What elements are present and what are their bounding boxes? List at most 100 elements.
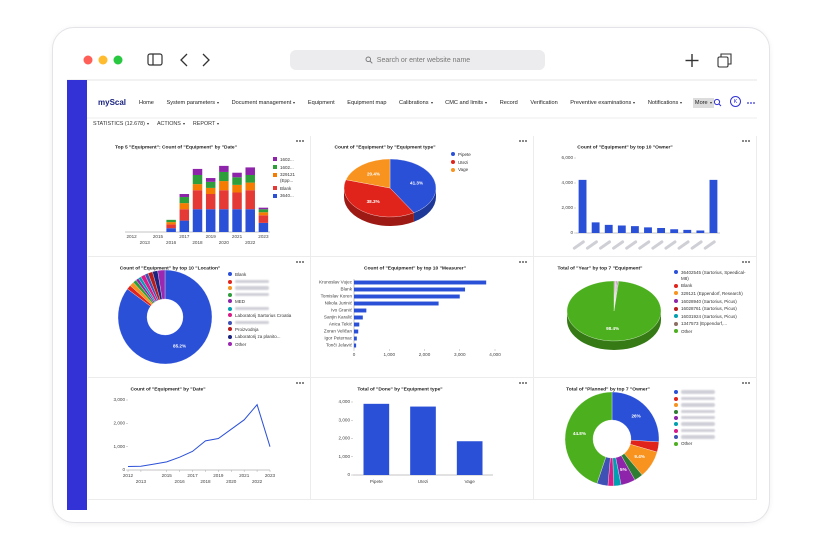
panel-menu[interactable] [296, 261, 298, 263]
legend-item[interactable] [228, 306, 306, 311]
user-avatar[interactable]: K [730, 96, 741, 107]
toolbar-menu[interactable]: STATISTICS (12.678) [93, 121, 149, 127]
toolbar-menu[interactable]: REPORT [193, 121, 220, 127]
value-label: 5% [620, 467, 627, 472]
y-tick-label: Sanjin Karalić [324, 315, 353, 320]
legend-item[interactable] [228, 286, 306, 291]
toolbar-menu[interactable]: ACTIONS [157, 121, 185, 127]
tabs-button[interactable] [717, 53, 732, 68]
legend-item[interactable] [674, 403, 752, 408]
panel-menu[interactable] [525, 382, 527, 384]
legend-item[interactable]: 1347573 (Eppendorf,... [674, 321, 752, 327]
nav-item[interactable]: Equipment map [345, 98, 388, 108]
search-icon[interactable] [713, 98, 722, 107]
nav-item[interactable]: Document management [230, 98, 298, 108]
legend-item[interactable]: Blank [228, 272, 306, 278]
legend-item[interactable]: Proizvodnja [228, 327, 306, 333]
legend-item[interactable] [228, 292, 306, 297]
nav-item[interactable]: Record [498, 98, 520, 108]
panel-menu[interactable] [302, 382, 304, 384]
legend-item[interactable]: Other [674, 329, 752, 335]
panel-menu[interactable] [296, 140, 298, 142]
legend-item[interactable]: Other [674, 441, 752, 447]
legend-item[interactable]: Blank [674, 283, 752, 289]
nav-item[interactable]: Verification [528, 98, 559, 108]
chart-panel: Total of "Planned" by top 7 "Owner" 26% 9.… [534, 378, 757, 500]
new-tab-button[interactable] [685, 54, 699, 67]
legend-item[interactable]: 16028940 (Sartorius, Picus) [674, 299, 752, 305]
legend-item[interactable]: 16031924 (Sartorius, Picus) [674, 314, 752, 320]
legend-item[interactable]: 3640... [273, 193, 309, 199]
panel-menu[interactable] [742, 140, 744, 142]
nav-item[interactable]: Calibrations [397, 98, 435, 108]
legend-item[interactable] [674, 390, 752, 395]
panel-menu[interactable] [745, 382, 747, 384]
nav-item[interactable]: Equipment [306, 98, 337, 108]
legend-item[interactable]: 329121 (Eppendorf, Research) [674, 291, 752, 297]
legend-item[interactable] [674, 396, 752, 401]
legend-item[interactable]: MED [228, 299, 306, 305]
bar-segment [245, 190, 255, 210]
panel-menu[interactable] [745, 140, 747, 142]
nav-item[interactable]: CMC and limits [443, 98, 489, 108]
panel-menu[interactable] [299, 261, 301, 263]
bar-segment [219, 171, 229, 182]
nav-item[interactable]: More [692, 98, 714, 108]
nav-item[interactable]: Notifications [646, 98, 684, 108]
panel-menu[interactable] [299, 140, 301, 142]
legend-item[interactable]: 36402545 (Sartorius, Speedical-M8) [674, 270, 752, 281]
nav-item[interactable]: Home [137, 98, 156, 108]
legend-item[interactable]: Utezi [451, 160, 511, 166]
panel-menu[interactable] [302, 140, 304, 142]
panel-menu[interactable] [742, 382, 744, 384]
legend-item[interactable]: Laboratorij Sartorius Croatia [228, 313, 306, 319]
panel-menu[interactable] [525, 140, 527, 142]
back-button[interactable] [180, 53, 188, 67]
legend-item[interactable]: Blank [273, 186, 309, 192]
panel-menu[interactable] [519, 140, 521, 142]
legend-item[interactable] [674, 428, 752, 433]
legend-item[interactable]: 1602... [273, 157, 309, 163]
panel-menu[interactable] [525, 261, 527, 263]
legend-item[interactable] [674, 415, 752, 420]
close-button[interactable] [83, 55, 93, 65]
panel-menu[interactable] [748, 382, 750, 384]
maximize-button[interactable] [113, 55, 123, 65]
address-bar[interactable]: Search or enter website name [290, 50, 545, 70]
legend-item[interactable]: 16028761 (Sartorius, Picus) [674, 306, 752, 312]
legend-item[interactable] [674, 409, 752, 414]
nav-item[interactable]: Preventive examinations [568, 98, 637, 108]
sidebar-toggle[interactable] [147, 53, 163, 66]
panel-menu[interactable] [299, 382, 301, 384]
bar-segment [258, 212, 269, 216]
logo[interactable]: myScal [98, 98, 127, 107]
legend-label: Other [235, 342, 247, 348]
legend-item[interactable]: Laboratorij za planito... [228, 334, 306, 340]
panel-menu[interactable] [296, 382, 298, 384]
panel-menu[interactable] [748, 261, 750, 263]
panel-menu[interactable] [742, 261, 744, 263]
legend-swatch [674, 321, 678, 326]
legend-item[interactable]: Other [228, 342, 306, 348]
legend-item[interactable]: Vage [451, 167, 511, 173]
panel-menu[interactable] [302, 261, 304, 263]
more-menu[interactable] [747, 102, 755, 104]
legend-item[interactable]: Pipete [451, 152, 511, 158]
nav-item[interactable]: System parameters [165, 98, 222, 108]
panel-menu[interactable] [522, 261, 524, 263]
legend-item[interactable] [228, 280, 306, 285]
legend-item[interactable]: 329121 (Epp... [273, 172, 309, 183]
panel-menu[interactable] [745, 261, 747, 263]
legend-item[interactable] [674, 435, 752, 440]
forward-button[interactable] [202, 53, 210, 67]
legend-item[interactable] [674, 422, 752, 427]
legend-label: 36402545 (Sartorius, Speedical-M8) [681, 270, 746, 281]
panel-menu[interactable] [519, 261, 521, 263]
minimize-button[interactable] [98, 55, 108, 65]
panel-menu[interactable] [748, 140, 750, 142]
panel-menu[interactable] [522, 382, 524, 384]
panel-menu[interactable] [519, 382, 521, 384]
legend-item[interactable] [228, 320, 306, 325]
legend-item[interactable]: 1602... [273, 165, 309, 171]
panel-menu[interactable] [522, 140, 524, 142]
